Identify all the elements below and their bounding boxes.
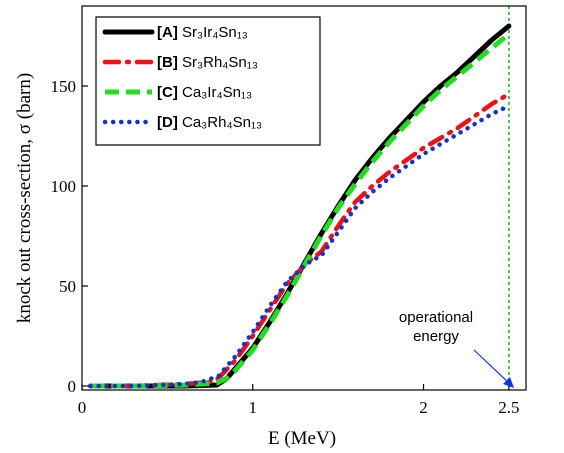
- annotation-text-line: energy: [413, 328, 459, 345]
- y-tick-label: 150: [51, 77, 77, 96]
- legend-label-c: [C] Ca₃Ir₄Sn₁₃: [157, 84, 252, 101]
- series-line-d: [88, 103, 512, 389]
- operational-energy-annotation: operational energy: [399, 309, 514, 388]
- x-tick-label: 2.5: [498, 398, 519, 417]
- x-axis-title: E (MeV): [268, 428, 336, 449]
- y-tick-label: 0: [68, 377, 77, 396]
- annotation-text-line: operational: [399, 309, 473, 326]
- plot-frame: [81, 5, 527, 391]
- y-tick-label: 100: [51, 177, 77, 196]
- annotation-arrow-shaft: [473, 349, 511, 385]
- legend-label-d: [D] Ca₃Rh₄Sn₁₃: [157, 114, 262, 131]
- x-tick-label: 1: [249, 398, 258, 417]
- x-tick-label: 0: [78, 398, 87, 417]
- series-line-c: [90, 32, 511, 389]
- y-tick-label: 50: [59, 277, 76, 296]
- annotation-arrow-head: [503, 377, 514, 388]
- legend: [A] Sr₃Ir₄Sn₁₃ [B] Sr₃Rh₄Sn₁₃ [C] Ca₃Ir₄Sn…: [95, 16, 321, 146]
- y-axis-title: knock out cross-section, σ (barn): [14, 73, 35, 323]
- plot-area: [88, 6, 512, 390]
- series-line-b: [88, 91, 512, 389]
- legend-box: [95, 16, 321, 146]
- legend-label-b: [B] Sr₃Rh₄Sn₁₃: [157, 54, 258, 71]
- legend-label-a: [A] Sr₃Ir₄Sn₁₃: [157, 24, 248, 41]
- axis-ticks: 0 1 2 2.5 0 50 100 150: [51, 77, 520, 417]
- x-tick-label: 2: [419, 398, 428, 417]
